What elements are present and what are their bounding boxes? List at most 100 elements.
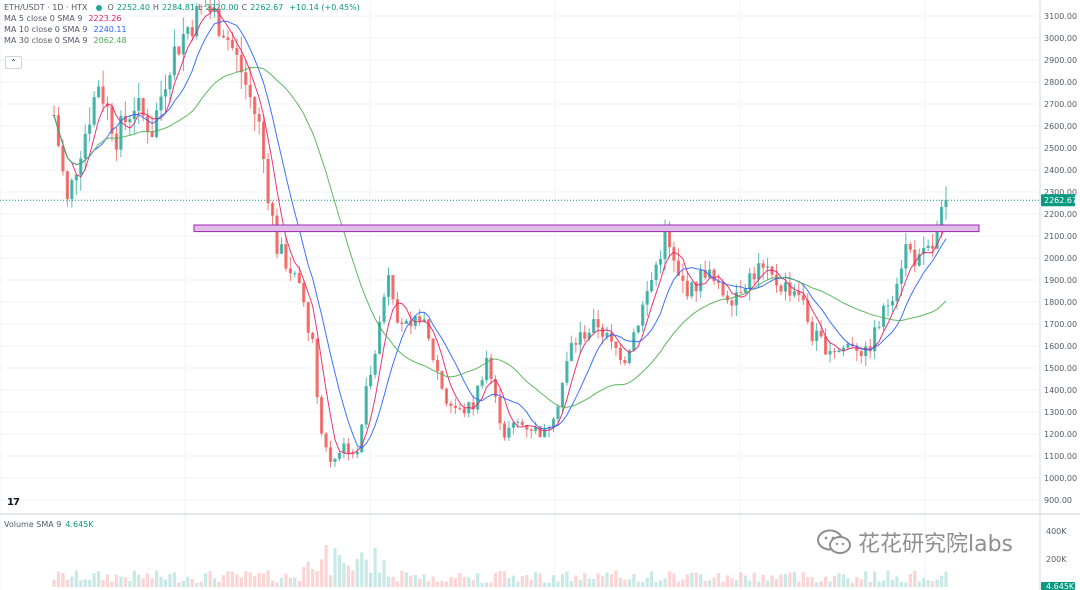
volume-bar [801,572,805,587]
volume-bar [244,571,248,587]
candle-body [864,346,868,357]
price-tick-label: 1600.00 [1044,342,1077,351]
ma-legend-row[interactable]: MA 10 close 0 SMA 9 2240.11 [4,24,363,35]
volume-bar [676,581,680,587]
volume-bar [137,574,141,587]
candle-body [681,275,685,281]
candle-body [431,338,435,360]
price-tick-label: 1700.00 [1044,320,1077,329]
price-tick-label: 1800.00 [1044,298,1077,307]
ohlc-item: +10.14 (+0.45%) [286,3,360,12]
volume-bar [783,574,788,587]
volume-bar [881,580,886,587]
volume-bar [569,581,573,587]
volume-bar [221,575,226,587]
candle-body [226,37,230,40]
candle-body [748,273,752,290]
market-status-icon [95,4,102,11]
candle-body [690,282,694,297]
candle-body [400,322,404,325]
volume-bar [730,578,734,587]
candle-body [868,346,872,352]
candles [52,0,948,468]
candle-body [92,97,96,125]
ma-line [53,67,947,408]
volume-bar [328,575,333,587]
candle-body [324,433,328,448]
candle-body [163,89,168,97]
candle-body [146,115,150,132]
volume-bar [391,577,395,587]
volume-bar [788,572,792,587]
candle-body [172,46,177,76]
volume-bar [779,574,783,587]
candle-body [627,350,631,363]
candle-body [703,269,707,278]
volume-bar [83,579,87,587]
candle-body [908,244,912,250]
candle-body [74,174,78,181]
ma-line [53,6,947,455]
volume-bar [114,574,119,587]
volume-bar [904,582,908,587]
candle-body [195,6,199,37]
volume-bar [560,573,565,587]
volume-bar [65,579,69,587]
candle-body [926,245,930,248]
volume-bar [859,579,863,587]
candle-body [502,423,507,438]
volume-bar [444,581,449,587]
volume-bar [297,580,301,587]
candle-body [253,97,257,114]
volume-bar [618,578,623,587]
volume-bar [92,573,96,587]
candle-body [507,427,511,438]
candle-body [899,268,903,284]
candle-body [409,320,413,327]
ma-legend-row[interactable]: MA 30 close 0 SMA 9 2062.48 [4,35,363,46]
candle-body [725,295,730,301]
volume-bar [663,578,667,587]
volume-bar [516,581,520,587]
candle-body [141,98,145,116]
candle-body [404,320,408,325]
volume-bar [864,571,868,587]
volume-bar [792,572,796,587]
collapse-legend-button[interactable]: ⌃ [5,56,22,69]
volume-legend-label[interactable]: Volume SMA 9 [4,520,62,529]
candle-body [288,268,292,274]
candle-body [779,285,783,292]
candle-body [797,291,801,296]
volume-axis[interactable]: 400K 200K 4.645K [1041,527,1075,590]
volume-bar [123,577,127,587]
volume-bar [654,581,658,587]
volume-bar [239,577,243,587]
price-axis[interactable]: 3100.00 3000.00 2900.00 2800.00 2700.00 2600.… [0,12,1077,505]
candle-body [382,296,386,322]
symbol-label[interactable]: ETH/USDT · 1D · HTX [4,3,88,12]
candle-body [511,422,515,428]
volume-bar [712,577,716,587]
volume-bar [70,576,74,587]
candle-body [293,273,297,275]
candle-body [61,145,65,172]
candle-body [886,305,890,307]
volume-bar [315,571,319,587]
volume-bar [627,579,631,587]
candle-body [699,269,703,292]
chart-legend: ETH/USDT · 1D · HTX O 2252.40 H 2284.81 L 222… [4,2,363,46]
candle-body [609,333,614,342]
ma-legend-row[interactable]: MA 5 close 0 SMA 9 2223.26 [4,13,363,24]
candle-body [846,343,850,348]
ohlc-values: O 2252.40 H 2284.81 L 2220.00 C 2262.67 +10.14 (… [108,2,363,13]
volume-bar [248,572,252,587]
tradingview-logo[interactable]: 17 [7,497,20,508]
candle-body [761,263,765,268]
candle-body [623,359,627,363]
volume-bar [703,581,707,587]
volume-bar [725,575,730,587]
volume-bar [685,574,689,587]
symbol-row: ETH/USDT · 1D · HTX O 2252.40 H 2284.81 L 222… [4,2,363,13]
volume-bar [538,573,542,587]
